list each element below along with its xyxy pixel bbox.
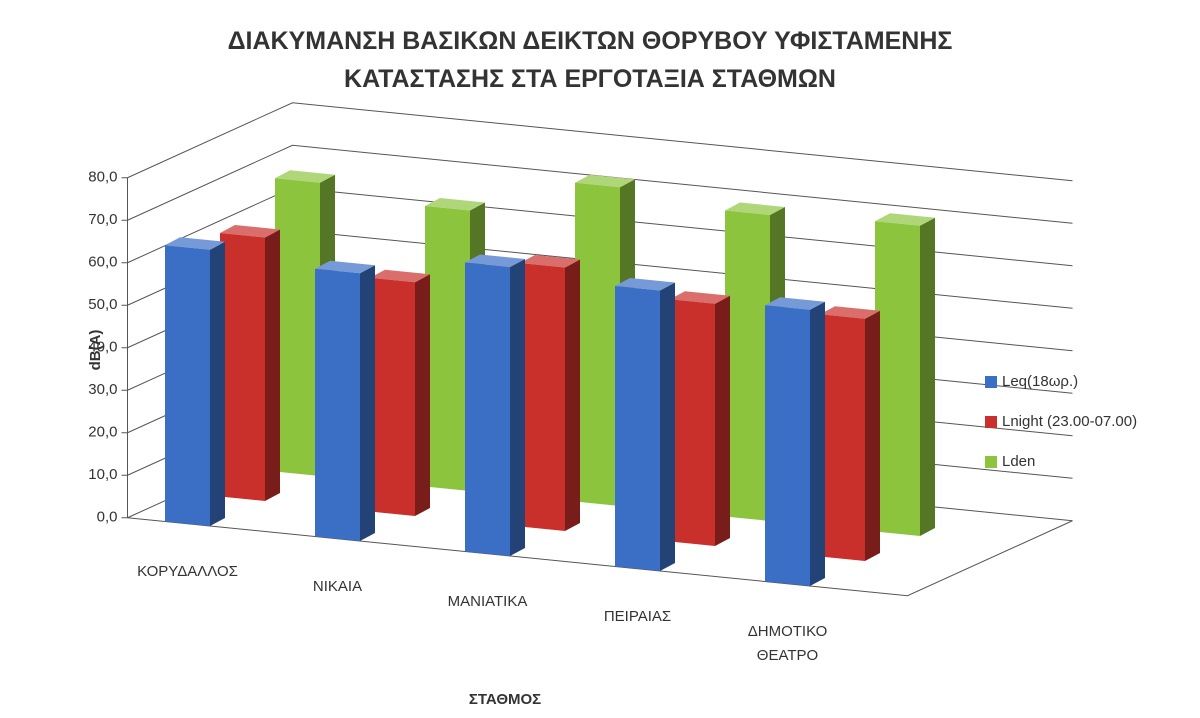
grid-line [127, 102, 1073, 182]
floor-edge [127, 517, 1073, 597]
bar-front [465, 262, 510, 556]
x-tick-label: ΔΗΜΟΤΙΚΟ ΘΕΑΤΡΟ [747, 622, 828, 664]
y-tick-label: 20,0 [88, 424, 117, 441]
bar-side [415, 274, 430, 516]
bar-top [520, 255, 580, 268]
bar-top [370, 269, 430, 283]
bar-front [520, 263, 565, 531]
y-tick-label: 0,0 [97, 509, 118, 526]
bar [615, 278, 675, 571]
legend-label: Lnight (23.00-07.00) [1002, 413, 1137, 430]
x-tick-label: ΠΕΙΡΑΙΑΣ [603, 607, 672, 625]
x-tick-label: ΜΑΝΙΑΤΙΚΑ [447, 592, 528, 610]
bar [315, 260, 375, 541]
bar-top [765, 297, 825, 310]
chart-title: ΔΙΑΚΥΜΑΝΣΗ ΒΑΣΙΚΩΝ ΔΕΙΚΤΩΝ ΘΟΡΥΒΟΥ ΥΦΙΣΤ… [227, 27, 953, 93]
bar-top [275, 170, 335, 183]
bar-front [275, 178, 320, 476]
y-tick-label: 40,0 [88, 339, 117, 356]
bar-top [725, 202, 785, 215]
legend-label: Lden [1002, 453, 1035, 470]
bar [465, 254, 525, 556]
y-axis-label: dB(A) [87, 330, 104, 371]
bar-front [670, 299, 715, 546]
legend-swatch [985, 376, 997, 388]
bar-top [465, 254, 525, 267]
bar-top [165, 237, 225, 250]
bar-front [425, 206, 470, 491]
bar-front [575, 182, 620, 506]
legend-label: Leq(18ωρ.) [1002, 373, 1078, 390]
bar-top [315, 260, 375, 274]
y-tick-label: 50,0 [88, 296, 117, 313]
bar-front [875, 221, 920, 536]
bar-front [220, 233, 265, 501]
bar [370, 269, 430, 516]
bar-side [660, 282, 675, 571]
x-tick-label: ΝΙΚΑΙΑ [312, 577, 363, 595]
x-axis-label: ΣΤΑΘΜΟΣ [469, 691, 541, 708]
legend-swatch [985, 456, 997, 468]
bar-top [670, 291, 730, 304]
bar-top [575, 174, 635, 188]
y-tick-label: 30,0 [88, 381, 117, 398]
bar-side [360, 265, 375, 541]
bar [220, 225, 280, 501]
x-tick-label: ΚΟΡΥΔΑΛΛΟΣ [137, 562, 238, 580]
bar-side [565, 259, 580, 531]
bar-side [210, 241, 225, 526]
bar-side [865, 310, 880, 561]
bar [820, 306, 880, 561]
y-tick-label: 80,0 [88, 169, 117, 186]
y-tick-label: 60,0 [88, 254, 117, 271]
bar-top [220, 225, 280, 238]
bar [875, 213, 935, 536]
grid-line [127, 144, 1073, 224]
bar [765, 297, 825, 586]
bar-side [810, 301, 825, 586]
bar-side [265, 229, 280, 501]
bar-front [765, 305, 810, 586]
bar-top [875, 213, 935, 226]
bar [520, 255, 580, 531]
bar-front [615, 286, 660, 571]
bar [670, 291, 730, 546]
legend-swatch [985, 416, 997, 428]
bar-front [820, 314, 865, 561]
bar-side [920, 217, 935, 536]
bar-top [425, 198, 485, 211]
bar-front [370, 277, 415, 516]
bar-front [725, 210, 770, 521]
bar [165, 237, 225, 526]
bar-front [165, 245, 210, 526]
bar-top [615, 278, 675, 291]
bar-side [510, 259, 525, 556]
bar-side [715, 295, 730, 546]
y-tick-label: 70,0 [88, 211, 117, 228]
bar-front [315, 268, 360, 541]
y-tick-label: 10,0 [88, 466, 117, 483]
bar-top [820, 306, 880, 319]
